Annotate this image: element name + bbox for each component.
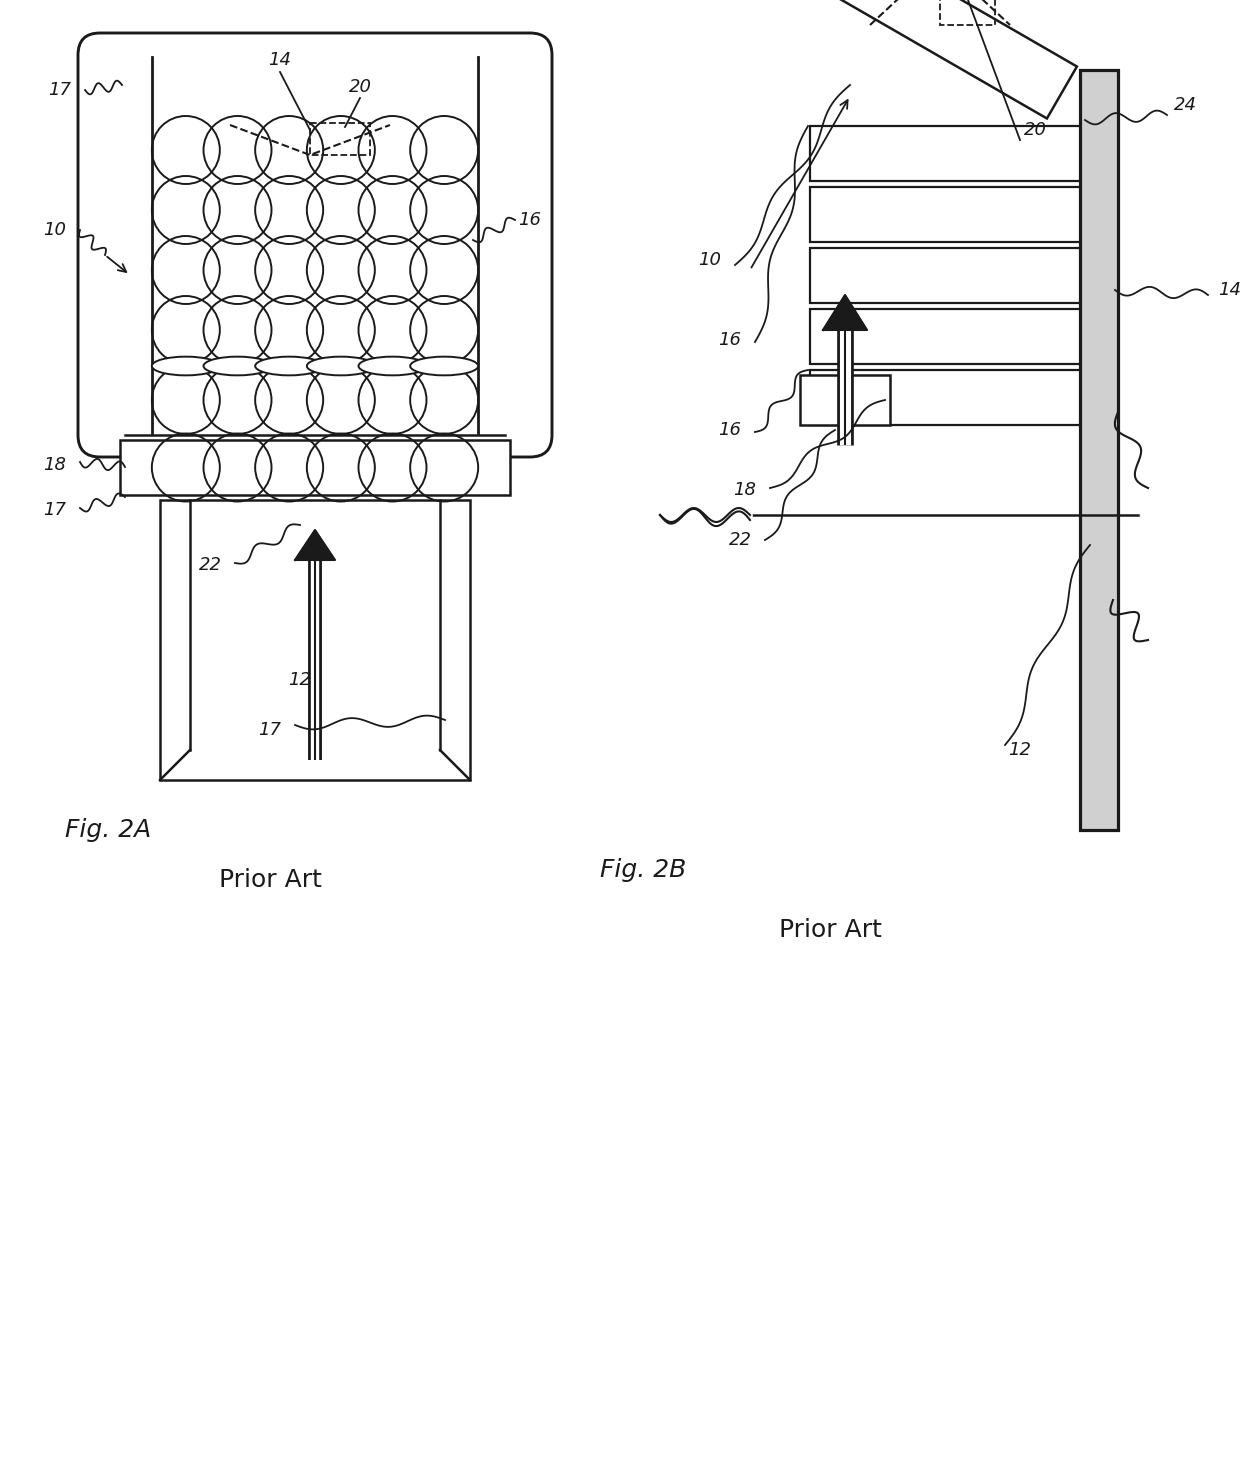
Bar [810,248,1080,302]
Text: 17: 17 [43,502,67,519]
Ellipse shape [306,357,374,375]
Text: 10: 10 [43,221,67,239]
Ellipse shape [255,357,324,375]
Bar [310,122,370,155]
Text: 22: 22 [198,556,222,574]
Text: Fig. 2B: Fig. 2B [600,858,686,882]
Ellipse shape [203,357,272,375]
Ellipse shape [410,357,479,375]
Bar [810,125,1080,181]
Text: 14: 14 [1219,282,1240,299]
Bar [940,0,994,25]
Text: Prior Art: Prior Art [218,867,321,892]
Text: 14: 14 [269,52,291,69]
Text: Prior Art: Prior Art [779,917,882,943]
Text: 17: 17 [258,721,281,739]
Text: 18: 18 [43,456,67,473]
Polygon shape [295,530,335,560]
Text: 16: 16 [718,420,742,440]
Text: Fig. 2A: Fig. 2A [64,819,151,842]
Bar [810,370,1080,425]
Text: 20: 20 [348,78,372,96]
Text: 24: 24 [1173,96,1197,114]
Bar [810,308,1080,364]
Ellipse shape [358,357,427,375]
Text: 12: 12 [1008,740,1032,760]
Bar [1080,69,1118,830]
Polygon shape [813,0,1076,118]
Polygon shape [823,295,867,330]
Text: 12: 12 [289,671,311,689]
Bar [120,440,510,496]
Text: 16: 16 [518,211,542,229]
Text: 18: 18 [734,481,756,499]
Bar [810,187,1080,242]
Text: 10: 10 [698,251,722,268]
Bar [160,500,470,780]
Text: 22: 22 [729,531,751,549]
Bar [800,375,890,425]
FancyBboxPatch shape [78,32,552,457]
Text: 17: 17 [48,81,72,99]
Ellipse shape [151,357,219,375]
Text: 16: 16 [718,330,742,350]
Text: 20: 20 [1023,121,1047,139]
